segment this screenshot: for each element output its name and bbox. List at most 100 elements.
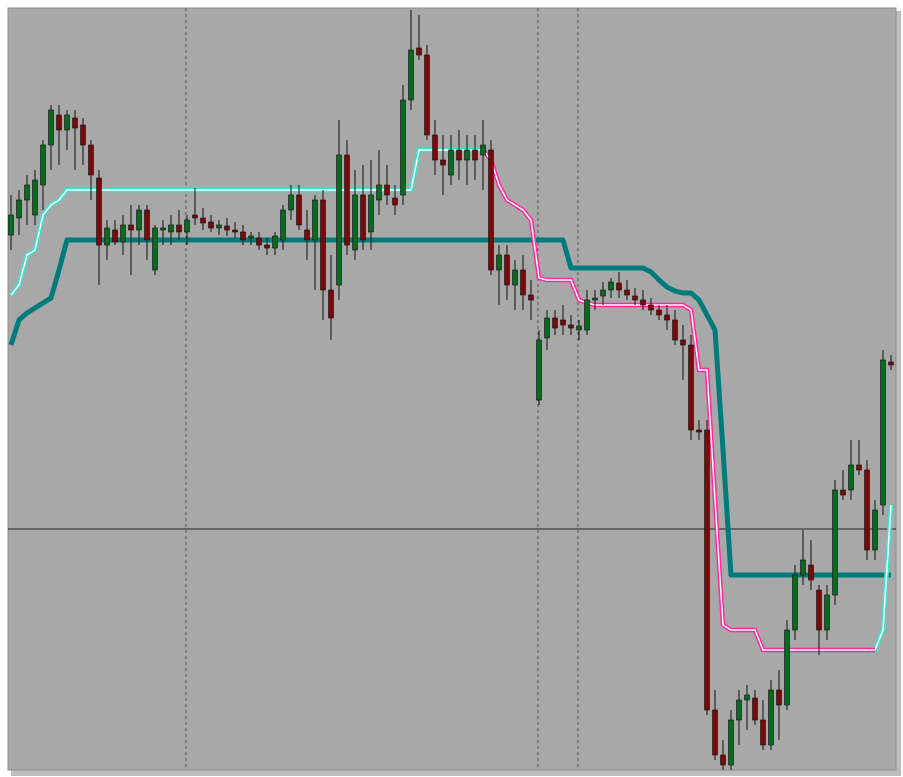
candle-body [848,464,854,491]
candle-body [288,194,294,211]
candle-body [832,489,838,596]
candle-body [544,317,550,339]
candle-body [600,289,606,297]
candle-body [872,509,878,551]
candle-body [864,469,870,551]
candle-body [264,244,270,249]
candle-body [104,227,110,246]
candle-body [200,217,206,224]
candle-body [752,697,758,721]
candle-body [376,184,382,201]
candle-body [656,309,662,316]
candle-body [528,294,534,301]
candle-body [768,689,774,746]
candle-body [568,324,574,329]
candle-body [256,237,262,246]
candle-body [552,317,558,329]
candle-body [192,214,198,219]
candle-body [48,109,54,146]
candle-body [176,224,182,233]
candle-body [688,344,694,431]
candle-body [248,235,254,239]
candle-body [96,177,102,246]
band-line-inner [482,149,875,651]
candle-body [704,429,710,711]
candle-body [312,199,318,241]
candle-body [680,339,686,346]
candle-body [16,199,22,219]
candle-body [400,99,406,196]
candle-body [824,594,830,631]
candle-body [472,149,478,161]
candle-body [696,429,702,433]
candle-body [592,297,598,301]
candle-body [64,114,70,131]
candle-body [800,559,806,576]
candle-body [888,361,894,366]
plot-area [7,7,897,771]
candle-body [664,314,670,321]
candle-body [520,269,526,296]
candle-body [744,694,750,701]
candle-body [232,229,238,233]
candle-body [8,214,14,236]
candle-body [56,114,62,131]
candle-body [840,489,846,496]
candle-body [880,359,886,506]
candle-body [440,159,446,166]
candle-body [336,154,342,286]
candle-body [368,194,374,233]
candle-body [120,224,126,243]
candle-body [432,134,438,161]
candle-body [224,225,230,231]
candle-body [576,325,582,331]
candle-body [536,339,542,401]
candle-body [736,699,742,721]
candle-body [24,184,30,201]
candle-body [72,117,78,129]
candle-body [464,149,470,161]
candle-body [88,144,94,176]
candle-body [384,184,390,196]
candle-body [672,319,678,341]
candle-body [352,194,358,251]
candle-body [328,289,334,319]
candle-body [496,254,502,271]
candle-body [80,124,86,146]
candle-body [32,179,38,216]
candle-body [208,221,214,229]
candle-body [488,149,494,271]
candle-body [712,709,718,756]
candle-body [304,229,310,241]
candle-body [776,689,782,706]
candle-body [728,719,734,766]
candle-body [280,209,286,241]
candle-body [784,629,790,706]
candle-body [816,589,822,631]
candle-body [416,47,422,56]
candle-body [640,299,646,306]
candle-body [456,149,462,161]
candle-body [392,197,398,206]
candle-body [408,49,414,101]
marks [8,10,894,770]
candle-body [272,235,278,249]
candle-body [720,754,726,766]
candle-body [448,149,454,176]
candle-body [760,719,766,746]
candle-body [184,219,190,233]
candle-body [240,231,246,241]
candle-body [608,281,614,291]
candle-body [128,224,134,231]
candle-body [632,295,638,301]
candle-body [424,54,430,136]
candle-body [152,227,158,271]
candle-body [168,224,174,233]
candle-body [512,269,518,286]
candle-body [144,209,150,241]
candle-body [616,282,622,291]
candle-body [216,224,222,229]
band-line-inner [874,504,892,651]
candle-body [320,199,326,291]
